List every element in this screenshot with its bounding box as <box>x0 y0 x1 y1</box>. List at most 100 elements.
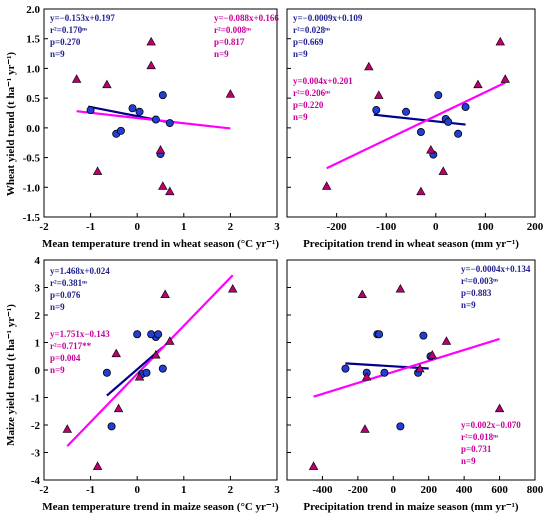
data-point-circle <box>434 91 443 100</box>
y-tick-label: 1.5 <box>26 34 40 46</box>
x-tick-label: -200 <box>327 221 348 233</box>
stats-annotation-magenta: y=1.751x−0.143 <box>50 329 110 339</box>
stats-annotation-magenta: p=0.731 <box>461 444 492 454</box>
y-tick-label: 2 <box>35 310 41 322</box>
plot-frame <box>286 8 536 218</box>
data-point-circle <box>142 368 151 377</box>
x-tick-label: -200 <box>348 484 369 496</box>
regression-line-triangles <box>326 81 506 170</box>
data-point-circle <box>444 117 453 126</box>
stats-annotation-blue: n=9 <box>50 49 65 59</box>
stats-annotation-magenta: y=0.004x+0.201 <box>293 76 353 86</box>
x-tick-label: 400 <box>456 484 473 496</box>
stats-annotation-magenta: y=−0.088x+0.166 <box>214 13 279 23</box>
data-point-triangle <box>225 89 236 98</box>
stats-annotation-magenta: p=0.004 <box>50 353 81 363</box>
data-point-triangle <box>71 74 82 83</box>
data-point-triangle <box>321 181 332 190</box>
data-point-triangle <box>364 61 374 71</box>
x-tick-label: 0 <box>134 221 140 233</box>
stats-annotation-blue: n=9 <box>50 302 65 312</box>
stats-annotation-blue: r²=0.003ⁿˢ <box>461 276 498 286</box>
stats-annotation-blue: y=−0.0009x+0.109 <box>293 13 363 23</box>
y-tick-label: 3 <box>35 283 41 295</box>
x-tick-label: 1 <box>181 484 187 496</box>
data-point-triangle <box>441 336 452 345</box>
stats-annotation-blue: p=0.076 <box>50 290 81 300</box>
stats-annotation-magenta: r²=0.008ⁿˢ <box>214 25 251 35</box>
x-axis-label: Mean temperature trend in wheat season (… <box>42 238 279 250</box>
stats-annotation-magenta: p=0.220 <box>293 100 324 110</box>
data-point-circle <box>128 104 137 113</box>
data-point-triangle <box>500 74 510 83</box>
data-point-triangle <box>357 289 367 299</box>
stats-annotation-magenta: p=0.817 <box>214 37 245 47</box>
data-point-triangle <box>473 79 483 89</box>
data-point-triangle <box>113 403 124 413</box>
data-point-circle <box>375 330 384 339</box>
stats-annotation-magenta: r²=0.206ⁿˢ <box>293 88 330 98</box>
data-point-circle <box>341 364 350 373</box>
data-point-triangle <box>374 90 384 99</box>
x-axis-label: Mean temperature trend in maize season (… <box>42 501 279 513</box>
data-point-triangle <box>438 166 448 175</box>
y-tick-label: -3 <box>31 448 41 460</box>
x-tick-label: 200 <box>527 221 544 233</box>
data-point-triangle <box>360 424 370 433</box>
x-tick-label: -400 <box>312 484 333 496</box>
regression-line-triangles <box>313 337 500 398</box>
data-point-circle <box>86 106 95 115</box>
data-point-triangle <box>426 145 436 154</box>
y-tick-label: -0.5 <box>23 153 41 165</box>
data-point-triangle <box>495 36 505 46</box>
data-point-triangle <box>415 363 425 373</box>
stats-annotation-blue: p=0.270 <box>50 37 81 47</box>
y-tick-label: 1.0 <box>26 63 40 75</box>
x-tick-label: 800 <box>527 484 544 496</box>
x-tick-label: 2 <box>228 221 234 233</box>
data-point-circle <box>158 91 167 100</box>
stats-annotation-magenta: n=9 <box>50 365 65 375</box>
x-axis-label: Precipitation trend in maize season (mm … <box>303 501 519 513</box>
x-tick-label: 0 <box>433 221 439 233</box>
x-tick-label: 3 <box>274 221 280 233</box>
data-point-triangle <box>165 186 175 196</box>
data-point-circle <box>158 364 167 373</box>
data-point-triangle <box>160 289 170 299</box>
regression-line-circles <box>345 362 429 370</box>
data-point-circle <box>396 422 405 431</box>
data-point-triangle <box>427 350 437 359</box>
plot-frame <box>43 8 278 218</box>
stats-annotation-blue: y=−0.0004x+0.134 <box>461 264 531 274</box>
x-tick-label: 200 <box>420 484 437 496</box>
stats-annotation-blue: n=9 <box>461 300 476 310</box>
data-point-triangle <box>158 181 168 190</box>
stats-annotation-magenta: y=0.002x−0.070 <box>461 420 521 430</box>
y-tick-label: 0.0 <box>26 123 40 135</box>
y-tick-label: -2 <box>31 420 41 432</box>
data-point-circle <box>151 115 160 124</box>
data-point-triangle <box>308 461 319 470</box>
data-point-triangle <box>134 372 145 381</box>
data-point-triangle <box>92 461 103 470</box>
y-tick-label: -1 <box>31 393 40 405</box>
x-tick-label: -1 <box>86 221 95 233</box>
data-point-circle <box>107 422 116 431</box>
data-point-triangle <box>111 348 121 358</box>
panel-bottom-right: -400 -200 0 200 400 600 800 Precipitation trend… <box>286 259 544 513</box>
y-tick-label: -4 <box>31 475 41 487</box>
x-axis-label: Precipitation trend in wheat season (mm … <box>303 238 519 250</box>
data-point-circle <box>402 107 411 116</box>
data-point-circle <box>135 107 144 116</box>
stats-annotation-blue: r²=0.170ⁿˢ <box>50 25 87 35</box>
y-tick-label: 0.5 <box>26 93 40 105</box>
y-tick-label: 2.0 <box>26 4 40 16</box>
data-point-circle <box>133 330 142 339</box>
panel-top-left: -2 -1 0 1 2 3 -1.5 -1.0 -0.5 0.0 0.5 1.0 1.5 2.0 Mean … <box>23 4 281 250</box>
data-point-triangle <box>155 145 166 154</box>
data-point-circle <box>419 331 428 340</box>
data-point-triangle <box>146 36 156 46</box>
data-point-triangle <box>228 284 238 293</box>
panel-bottom-left: -2 -1 0 1 2 3 -4 -3 -2 -1 0 1 2 3 4 Mean temperature tr… <box>31 255 280 513</box>
